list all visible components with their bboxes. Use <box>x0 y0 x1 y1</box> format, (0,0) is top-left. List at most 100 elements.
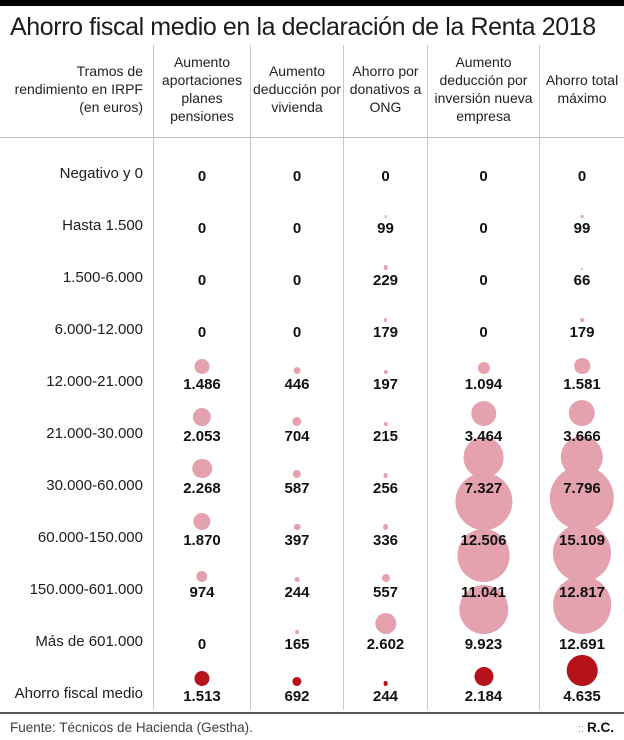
value-number: 0 <box>479 168 488 185</box>
value-number: 7.796 <box>563 480 601 497</box>
value-number: 7.327 <box>464 480 503 497</box>
value-cell: 2.602 <box>343 606 427 658</box>
value-cell: 0 <box>153 606 250 658</box>
value-bubble <box>383 473 388 478</box>
value-bubble <box>574 358 590 374</box>
value-bubble <box>292 469 302 478</box>
value-cell: 1.581 <box>539 346 624 398</box>
value-cell: 7.327 <box>427 437 539 502</box>
value-bubble <box>458 584 509 634</box>
value-cell: 12.691 <box>539 576 624 658</box>
value-cell: 0 <box>250 242 343 294</box>
value-cell: 215 <box>343 398 427 450</box>
value-cell: 1.513 <box>153 658 250 710</box>
row-label: 21.000-30.000 <box>46 425 143 442</box>
value-number: 974 <box>189 584 215 601</box>
bubble-table: Tramos de rendimiento en IRPF (en euros)… <box>0 45 624 710</box>
value-bubble <box>477 361 490 374</box>
value-number: 1.094 <box>464 376 503 393</box>
value-number: 165 <box>284 636 310 653</box>
value-number: 12.691 <box>559 636 605 653</box>
value-number: 256 <box>372 480 399 497</box>
value-bubble <box>457 529 510 582</box>
value-cell: 229 <box>343 242 427 294</box>
value-cell: 165 <box>250 606 343 658</box>
value-cell: 974 <box>153 554 250 606</box>
value-bubble <box>549 465 615 530</box>
value-cell: 11.041 <box>427 529 539 606</box>
row-label: Más de 601.000 <box>35 633 143 650</box>
value-cell: 1.094 <box>427 346 539 398</box>
value-number: 2.268 <box>183 480 221 497</box>
value-number: 0 <box>292 220 302 237</box>
page-title: Ahorro fiscal medio en la declaración de… <box>10 13 596 41</box>
value-cell: 0 <box>153 138 250 190</box>
value-cell: 244 <box>343 658 427 710</box>
column-header-4: Aumento deducción por inversión nueva em… <box>427 45 539 138</box>
column-header-2: Aumento deducción por vivienda <box>250 45 343 138</box>
column-header-5: Ahorro total máximo <box>539 45 624 138</box>
value-bubble <box>194 359 210 374</box>
row-label: Negativo y 0 <box>59 165 143 182</box>
value-cell: 0 <box>539 138 624 190</box>
value-cell: 692 <box>250 658 343 710</box>
value-cell: 4.635 <box>539 655 624 710</box>
value-cell: 704 <box>250 398 343 450</box>
value-bubble <box>463 437 504 478</box>
value-bubble <box>383 265 388 270</box>
value-number: 12.506 <box>460 532 507 549</box>
value-cell: 0 <box>153 190 250 242</box>
value-cell: 587 <box>250 450 343 502</box>
value-cell: 2.268 <box>153 450 250 502</box>
row-label: Hasta 1.500 <box>62 217 143 234</box>
value-bubble <box>383 421 388 426</box>
top-accent-bar <box>0 0 624 6</box>
value-cell: 3.464 <box>427 398 539 450</box>
value-cell: 0 <box>427 294 539 346</box>
credit: :: R.C. <box>578 720 614 735</box>
row-label: 30.000-60.000 <box>46 477 143 494</box>
value-number: 0 <box>292 272 302 289</box>
row-label: Ahorro fiscal medio <box>14 685 143 702</box>
value-cell: 2.184 <box>427 658 539 710</box>
value-bubble <box>382 524 389 530</box>
value-number: 15.109 <box>559 532 605 549</box>
value-cell: 1.870 <box>153 502 250 554</box>
value-number: 0 <box>197 324 207 341</box>
value-number: 557 <box>372 584 399 601</box>
credit-name: R.C. <box>587 720 614 735</box>
value-number: 244 <box>284 584 310 601</box>
value-number: 1.581 <box>563 376 601 393</box>
column-header-3: Ahorro por donativos a ONG <box>343 45 427 138</box>
value-number: 2.602 <box>366 636 405 653</box>
value-number: 1.486 <box>183 376 221 393</box>
value-number: 215 <box>372 428 399 445</box>
row-header: Tramos de rendimiento en IRPF (en euros) <box>0 45 153 138</box>
value-number: 0 <box>479 220 488 237</box>
value-cell: 256 <box>343 450 427 502</box>
source-text: Fuente: Técnicos de Hacienda (Gestha). <box>10 720 253 735</box>
value-number: 0 <box>292 168 302 185</box>
value-bubble <box>384 215 387 218</box>
value-cell: 2.053 <box>153 398 250 450</box>
value-number: 397 <box>284 532 310 549</box>
value-bubble <box>293 523 301 530</box>
value-cell: 0 <box>153 242 250 294</box>
value-cell: 0 <box>250 190 343 242</box>
value-cell: 0 <box>427 190 539 242</box>
value-number: 229 <box>372 272 399 289</box>
value-bubble <box>580 318 584 322</box>
value-number: 692 <box>284 688 310 705</box>
column-header-1: Aumento aportaciones planes pensiones <box>153 45 250 138</box>
value-bubble <box>383 681 388 686</box>
value-cell: 3.666 <box>539 398 624 450</box>
value-number: 336 <box>372 532 399 549</box>
row-label: 150.000-601.000 <box>29 581 143 598</box>
value-bubble <box>194 670 210 686</box>
value-bubble <box>295 630 299 634</box>
value-number: 11.041 <box>460 584 507 601</box>
value-number: 9.923 <box>464 636 503 653</box>
value-bubble <box>454 472 513 530</box>
value-bubble <box>293 367 301 374</box>
row-label: 1.500-6.000 <box>62 269 143 286</box>
